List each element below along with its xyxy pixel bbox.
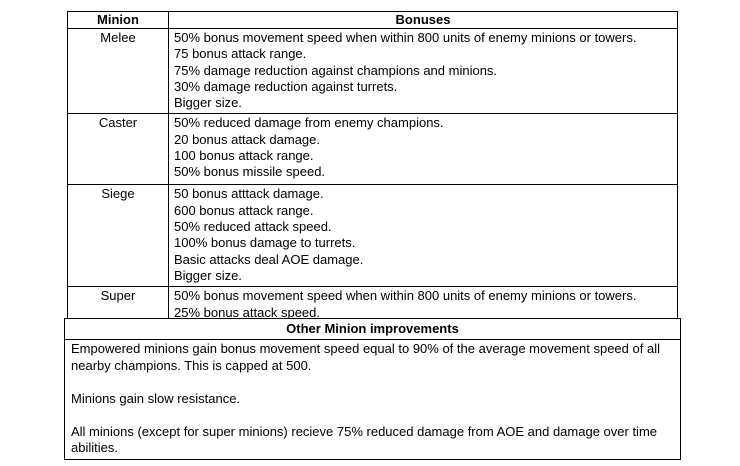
table-row-caster: Caster 50% reduced damage from enemy cha…: [67, 113, 678, 186]
bonuses-cell: 50% bonus movement speed when within 800…: [168, 286, 678, 324]
bonuses-cell: 50 bonus atttack damage. 600 bonus attac…: [168, 184, 678, 288]
table-header-row: Minion Bonuses: [67, 11, 678, 29]
bonuses-cell: 50% bonus movement speed when within 800…: [168, 27, 678, 115]
minion-type-cell: Melee: [67, 27, 169, 115]
minion-type-cell: Siege: [67, 184, 169, 288]
table-row-super: Super 50% bonus movement speed when with…: [67, 286, 678, 324]
bonuses-column-header: Bonuses: [168, 11, 678, 29]
other-improvements-header-row: Other Minion improvements: [64, 318, 681, 340]
minion-type-cell: Super: [67, 286, 169, 324]
improvement-paragraph-slow-resistance: Minions gain slow resistance.: [71, 390, 241, 406]
improvement-paragraph-aoe-reduction: All minions (except for super minions) r…: [71, 423, 658, 456]
table-row-melee: Melee 50% bonus movement speed when with…: [67, 27, 678, 115]
minion-column-header: Minion: [67, 11, 169, 29]
other-improvements-table: Other Minion improvements Empowered mini…: [64, 318, 681, 460]
other-improvements-header: Other Minion improvements: [64, 318, 681, 340]
other-improvements-text: Empowered minions gain bonus movement sp…: [64, 339, 681, 460]
bonuses-cell: 50% reduced damage from enemy champions.…: [168, 113, 678, 186]
other-improvements-body-row: Empowered minions gain bonus movement sp…: [64, 339, 681, 460]
minion-bonuses-table: Minion Bonuses Melee 50% bonus movement …: [67, 11, 678, 324]
minion-type-cell: Caster: [67, 113, 169, 186]
table-row-siege: Siege 50 bonus atttack damage. 600 bonus…: [67, 184, 678, 288]
improvement-paragraph-empowered: Empowered minions gain bonus movement sp…: [71, 341, 660, 373]
